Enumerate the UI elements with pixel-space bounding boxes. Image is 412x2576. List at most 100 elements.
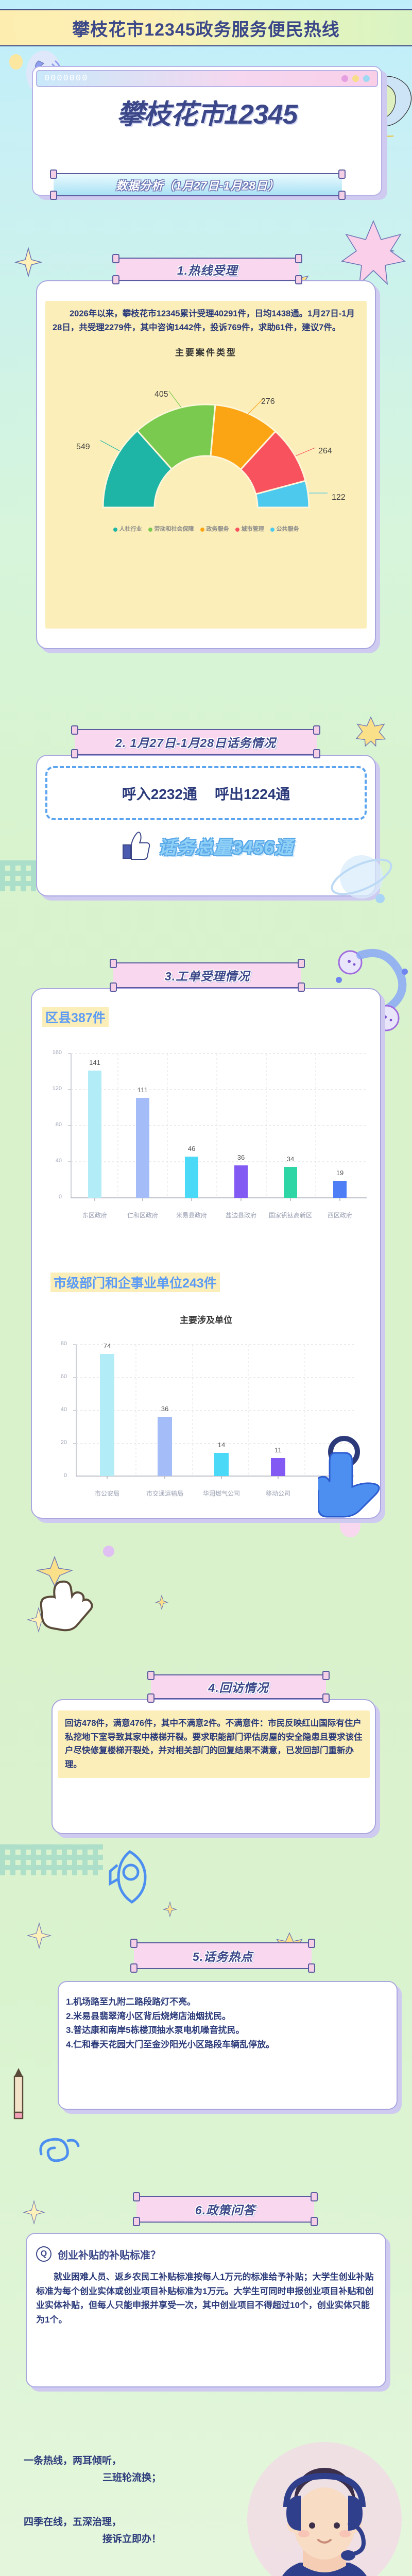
district-xlabel-2: 米易县政府 xyxy=(176,1212,207,1219)
chip-handle xyxy=(147,1671,154,1680)
legend-item-0: 人社行业 xyxy=(113,525,142,534)
window-dot-2[interactable] xyxy=(352,75,359,82)
city-ytick-0: 0 xyxy=(63,1472,67,1479)
chip-handle xyxy=(50,191,57,200)
chip-handle xyxy=(110,982,117,992)
page-header: 攀枝花市12345政务服务便民热线 xyxy=(0,9,412,46)
footer-line-4: 接诉立即办！ xyxy=(102,2533,161,2545)
case-type-legend: 人社行业 劳动和社会保障 政务服务 城市管理 公共服务 xyxy=(53,525,359,534)
decor-sparkle-5 xyxy=(27,1922,52,1950)
section5-chip-label: 5.话务热点 xyxy=(192,1950,253,1963)
city-bar-value-3: 11 xyxy=(274,1446,282,1454)
rocket-icon-decor xyxy=(109,1850,147,1904)
chip-handle xyxy=(295,275,302,284)
decor-circle-yellow xyxy=(9,54,23,70)
chip-handle xyxy=(71,725,78,735)
hero-window-zeros: 0000000 xyxy=(44,74,89,83)
section1-body: 2026年以来，攀枝花市12345累计受理40291件，日均1438通。1月27… xyxy=(45,301,367,629)
district-bar-value-3: 36 xyxy=(237,1154,245,1161)
window-dot-1[interactable] xyxy=(341,75,348,82)
decor-sparkle-3 xyxy=(154,1595,169,1610)
chip-handle xyxy=(71,749,78,758)
legend-label-3: 城市管理 xyxy=(241,526,264,532)
section4-chip-label: 4.回访情况 xyxy=(208,1681,269,1694)
district-bar-chart: 160 120 80 40 0 141 111 46 36 34 19 东区政府… xyxy=(42,1043,370,1229)
section6-chip-label: 6.政策问答 xyxy=(195,2204,256,2217)
section5-chip: 5.话务热点 xyxy=(130,1939,315,1973)
district-ytick-0: 0 xyxy=(58,1194,62,1200)
hero-subtitle-chip: 数据分析（1月27日-1月28日） xyxy=(50,170,346,200)
chip-handle xyxy=(295,254,302,263)
chip-handle xyxy=(133,2217,140,2226)
city-chart-grid xyxy=(73,1344,354,1479)
district-bar-value-0: 141 xyxy=(89,1059,100,1066)
section4-chip: 4.回访情况 xyxy=(147,1671,330,1703)
section2-call-box: 呼入2232通 呼出1224通 xyxy=(45,766,367,820)
legend-item-2: 政务服务 xyxy=(200,525,229,534)
chip-handle xyxy=(110,959,117,968)
district-xlabel-5: 西区政府 xyxy=(327,1212,352,1219)
list-item: 2.米易县翡翠湾小区背后烧烤店油烟扰民。 xyxy=(66,2011,231,2021)
decor-burst-yellow-2 xyxy=(355,716,386,747)
decor-sparkle-1 xyxy=(14,247,42,277)
section6-card xyxy=(26,2233,386,2387)
window-dot-3[interactable] xyxy=(363,75,370,82)
hero-subtitle-label: 数据分析（1月27日-1月28日） xyxy=(116,179,280,192)
district-chart-grid xyxy=(68,1053,367,1201)
district-bar-value-1: 111 xyxy=(138,1086,148,1094)
section5-list: 1.机场路至九附二路段路灯不亮。 2.米易县翡翠湾小区背后烧烤店油烟扰民。 3.… xyxy=(66,1995,391,2052)
city-xlabel-0: 市公安局 xyxy=(94,1490,119,1497)
district-ytick-120: 120 xyxy=(52,1086,62,1092)
chip-handle xyxy=(112,275,119,284)
legend-item-4: 公共服务 xyxy=(270,525,299,534)
section2-incoming: 呼入2232通 xyxy=(122,786,197,802)
page-title: 攀枝花市12345政务服务便民热线 xyxy=(72,20,340,40)
section1-panel: 2026年以来，攀枝花市12345累计受理40291件，日均1438通。1月27… xyxy=(45,301,367,629)
decor-swirl-blue xyxy=(39,2138,80,2162)
chip-handle xyxy=(112,254,119,263)
chip-handle xyxy=(308,1963,315,1973)
section3-district-title-label: 区县387件 xyxy=(42,1007,109,1027)
city-bar-1 xyxy=(158,1417,172,1476)
city-xlabel-1: 市交通运输局 xyxy=(146,1490,183,1497)
decor-sphere-blue xyxy=(331,855,392,903)
section1-chart-title: 主要案件类型 xyxy=(175,348,237,358)
section2-outgoing: 呼出1224通 xyxy=(215,786,290,802)
section2-card xyxy=(36,755,376,896)
city-bar-value-1: 36 xyxy=(161,1405,169,1413)
district-xlabel-3: 盐边县政府 xyxy=(225,1212,256,1219)
city-bar-value-2: 14 xyxy=(217,1441,226,1449)
decor-sparkle-6 xyxy=(163,1901,177,1918)
section3-city-chart-title: 主要涉及单位 xyxy=(180,1315,232,1325)
section3-city-title: 市级部门和企事业单位243件 xyxy=(50,1273,220,1292)
chip-handle xyxy=(50,170,57,179)
city-xlabel-2: 华润燃气公司 xyxy=(202,1490,240,1497)
district-bar-4 xyxy=(284,1167,297,1198)
question-badge-icon: Q xyxy=(36,2246,52,2262)
city-ytick-80: 80 xyxy=(60,1341,67,1347)
legend-label-2: 政务服务 xyxy=(206,526,229,532)
section2-total-line: 话务总量3456通 xyxy=(45,829,367,862)
section3-district-title: 区县387件 xyxy=(42,1007,109,1027)
thumbs-up-icon xyxy=(123,832,150,860)
district-bar-value-5: 19 xyxy=(336,1169,344,1177)
section3-chip: 3.工单受理情况 xyxy=(110,959,305,992)
chip-handle xyxy=(322,1693,330,1703)
chip-handle xyxy=(298,959,305,968)
list-item: 4.仁和春天花园大门至金沙阳光小区路段车辆乱停放。 xyxy=(66,2039,275,2049)
decor-circle-violet xyxy=(103,1546,114,1557)
legend-label-4: 公共服务 xyxy=(276,526,299,532)
legend-label-1: 劳动和社会保障 xyxy=(154,526,194,532)
pointing-hand-icon xyxy=(40,1580,93,1632)
section1-chip: 1.热线受理 xyxy=(112,254,302,284)
section6-question-row: Q 创业补贴的补贴标准？ xyxy=(36,2246,376,2262)
donut-value-122: 122 xyxy=(332,493,346,502)
section3-city-title-label: 市级部门和企事业单位243件 xyxy=(50,1273,220,1292)
hero-big-title: 攀枝花市12345 xyxy=(116,99,298,130)
legend-item-3: 城市管理 xyxy=(235,525,264,534)
district-bar-2 xyxy=(185,1157,198,1198)
list-item: 1.机场路至九附二路段路灯不亮。 xyxy=(66,1997,196,2007)
city-bar-3 xyxy=(271,1458,285,1476)
city-ytick-20: 20 xyxy=(60,1439,67,1446)
chip-handle xyxy=(322,1671,330,1680)
